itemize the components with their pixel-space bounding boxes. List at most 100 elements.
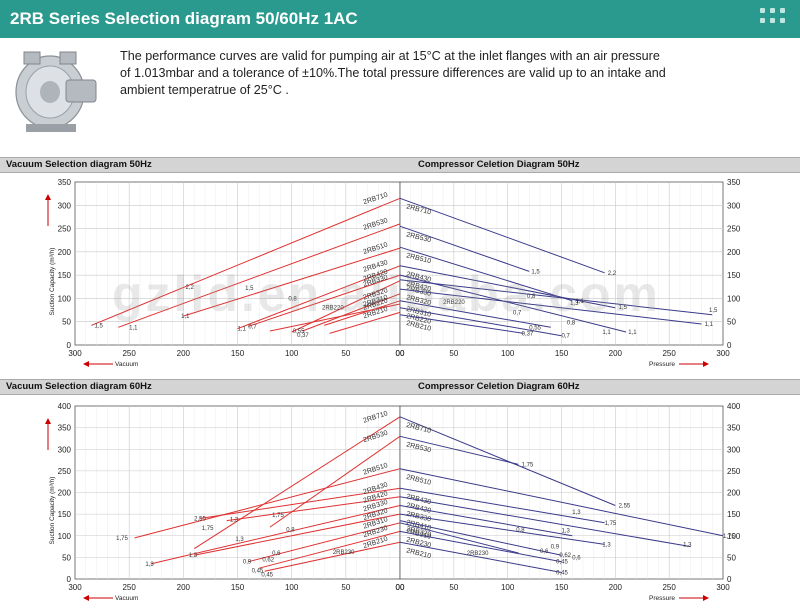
- vacuum-50hz-series-2rb210: [329, 311, 401, 334]
- compressor-60hz-xtick-label: 100: [501, 583, 515, 592]
- compressor-60hz-series-2rb510: [399, 468, 724, 537]
- compressor-60hz-xtick-label: 50: [449, 583, 458, 592]
- compressor-60hz-annotation: 0,9: [551, 545, 560, 551]
- vacuum-50hz-series-2rb430: [237, 265, 401, 330]
- section-band-60hz: Vacuum Selection diagram 60Hz Compressor…: [0, 379, 800, 395]
- compressor-60hz-ytick-label: 50: [727, 553, 736, 562]
- vacuum-60hz-annotation: 1,3: [235, 537, 244, 543]
- vacuum-60hz-xtick-label: 150: [231, 583, 245, 592]
- compressor-50hz-annotation: 2,2: [608, 271, 617, 277]
- compressor-50hz-series-2rb430: [399, 265, 616, 309]
- vacuum-50hz-annotation: 1,1: [129, 325, 138, 331]
- vacuum-50hz-series-2rb310: [324, 300, 401, 326]
- vacuum-60hz-xlabel: Vacuum: [115, 595, 138, 602]
- compressor-50hz-annotation: 0,37: [522, 331, 534, 337]
- vacuum-50hz-ytick-label: 200: [58, 248, 72, 257]
- vacuum-50hz-annotation: 1,1: [238, 327, 247, 333]
- compressor-60hz-annotation: 0,8: [516, 527, 525, 533]
- compressor-60hz-xlabel: Pressure: [649, 595, 675, 602]
- compressor-50hz-xlabel: Pressure: [649, 361, 675, 368]
- vacuum-60hz-ytick-label: 400: [58, 402, 72, 411]
- compressor-50hz-series-2rb710: [399, 197, 605, 274]
- compressor-60hz-xtick-label: 250: [662, 583, 676, 592]
- vacuum-60hz-annotation: 2,55: [194, 516, 206, 522]
- vacuum-60hz-ytick-label: 300: [58, 445, 72, 454]
- compressor-60hz-xtick-label: 200: [609, 583, 623, 592]
- vacuum-50hz-xtick-label: 00: [396, 349, 405, 358]
- vacuum-60hz-xtick-label: 250: [122, 583, 136, 592]
- compressor-60hz-annotation: 1,75: [723, 534, 735, 540]
- vacuum-60hz-annotation: 1,3: [145, 562, 154, 568]
- vacuum-60hz-series-2rb310: [248, 522, 401, 563]
- vacuum-50hz-ytick-label: 300: [58, 201, 72, 210]
- compressor-50hz-annotation: 0,8: [567, 321, 576, 327]
- vacuum-60hz-annotation: 0,45: [252, 568, 264, 574]
- vacuum-60hz-annotation: 0,9: [243, 560, 252, 566]
- compressor-50hz-xtick-label: 100: [501, 349, 515, 358]
- vacuum-60hz-annotation: 1,3: [189, 553, 198, 559]
- vacuum-50hz-xtick-label: 100: [285, 349, 299, 358]
- compressor-50hz-xlabel-arrowhead: [703, 361, 709, 367]
- compressor-50hz-series-2rb220: [399, 307, 562, 337]
- compressor-60hz-series-2rb210: [399, 541, 562, 573]
- compressor-50hz-ytick-label: 50: [727, 318, 736, 327]
- vacuum-60hz-series-2rb710: [193, 416, 401, 550]
- vacuum-50hz-xtick-label: 150: [231, 349, 245, 358]
- compressor-60hz-xtick-label: 150: [555, 583, 569, 592]
- compressor-60hz-series-2rb320: [399, 520, 562, 556]
- section-band-50hz: Vacuum Selection diagram 50Hz Compressor…: [0, 157, 800, 173]
- compressor-60hz-annotation: 1,3: [683, 542, 692, 548]
- vacuum-50hz-ylabel-arrowhead: [45, 194, 51, 200]
- vacuum-50hz-annotation: 2,2: [186, 285, 195, 291]
- vacuum-60hz-series-2rb430: [199, 487, 401, 519]
- vacuum-50hz-ytick-label: 250: [58, 225, 72, 234]
- compressor-60hz-xtick-label: 300: [716, 583, 730, 592]
- header-bar: 2RB Series Selection diagram 50/60Hz 1AC: [0, 0, 800, 38]
- compressor-60hz-series-2rb420: [399, 496, 691, 548]
- vacuum-60hz-xtick-label: 200: [177, 583, 191, 592]
- compressor-50hz-xtick-label: 250: [662, 349, 676, 358]
- compressor-50hz-annotation: 0,8: [527, 294, 536, 300]
- intro-line-1: The performance curves are valid for pum…: [120, 49, 660, 63]
- compressor-60hz-xtick-label: 00: [396, 583, 405, 592]
- vacuum-60hz-ytick-label: 250: [58, 467, 72, 476]
- vacuum-60hz-annotation: 0,62: [262, 558, 274, 564]
- compressor-50hz-xtick-label: 300: [716, 349, 730, 358]
- compressor-60hz-ytick-label: 400: [727, 402, 741, 411]
- vacuum-50hz-series-2rb330: [291, 280, 401, 333]
- vacuum-50hz-annotation: 1,1: [181, 314, 190, 320]
- compressor-60hz-ytick-label: 100: [727, 532, 741, 541]
- compressor-50hz-ytick-label: 100: [727, 294, 741, 303]
- compressor-50hz-xtick-label: 50: [449, 349, 458, 358]
- vacuum-50hz-series-2rb220: [269, 303, 401, 332]
- vacuum-60hz-xtick-label: 00: [396, 583, 405, 592]
- vacuum-50hz-ytick-label: 0: [67, 341, 72, 350]
- compressor-50hz-annotation: 1,5: [619, 305, 628, 311]
- compressor-50hz-xtick-label: 200: [609, 349, 623, 358]
- vacuum-50hz-series-2rb510: [183, 247, 401, 317]
- vacuum-50hz-annotation: 1,5: [95, 323, 104, 329]
- compressor-60hz-annotation: 1,3: [602, 542, 611, 548]
- vacuum-50hz-annotation: 1,5: [245, 286, 254, 292]
- compressor-60hz-title: Compressor Celetion Diagram 60Hz: [418, 381, 580, 392]
- vacuum-50hz-xlabel: Vacuum: [115, 361, 138, 368]
- compressor-50hz-annotation: 1,1: [602, 330, 611, 336]
- compressor-60hz-annotation: 0,45: [556, 571, 568, 577]
- compressor-60hz-annotation: 0,6: [540, 549, 549, 555]
- vacuum-50hz-annotation: 2RB220: [322, 306, 344, 312]
- compressor-60hz-annotation: 2RB230: [467, 551, 489, 557]
- vacuum-50hz-ytick-label: 100: [58, 294, 72, 303]
- compressor-50hz-series-2rb310: [399, 300, 551, 328]
- vacuum-50hz-ytick-label: 50: [62, 318, 71, 327]
- vacuum-60hz-annotation: 1,75: [116, 536, 128, 542]
- compressor-50hz-title: Compressor Celetion Diagram 50Hz: [418, 159, 580, 170]
- compressor-60hz-xlabel-arrowhead: [703, 595, 709, 601]
- compressor-50hz-ytick-label: 200: [727, 248, 741, 257]
- compressor-50hz-xtick-label: 150: [555, 349, 569, 358]
- vacuum-50hz-xtick-label: 200: [177, 349, 191, 358]
- vacuum-50hz-series-2rb710: [91, 197, 401, 326]
- compressor-60hz-annotation: 0,45: [556, 560, 568, 566]
- compressor-50hz-annotation: 1,1: [575, 299, 584, 305]
- compressor-50hz-ytick-label: 250: [727, 225, 741, 234]
- vacuum-50hz-xtick-label: 50: [341, 349, 350, 358]
